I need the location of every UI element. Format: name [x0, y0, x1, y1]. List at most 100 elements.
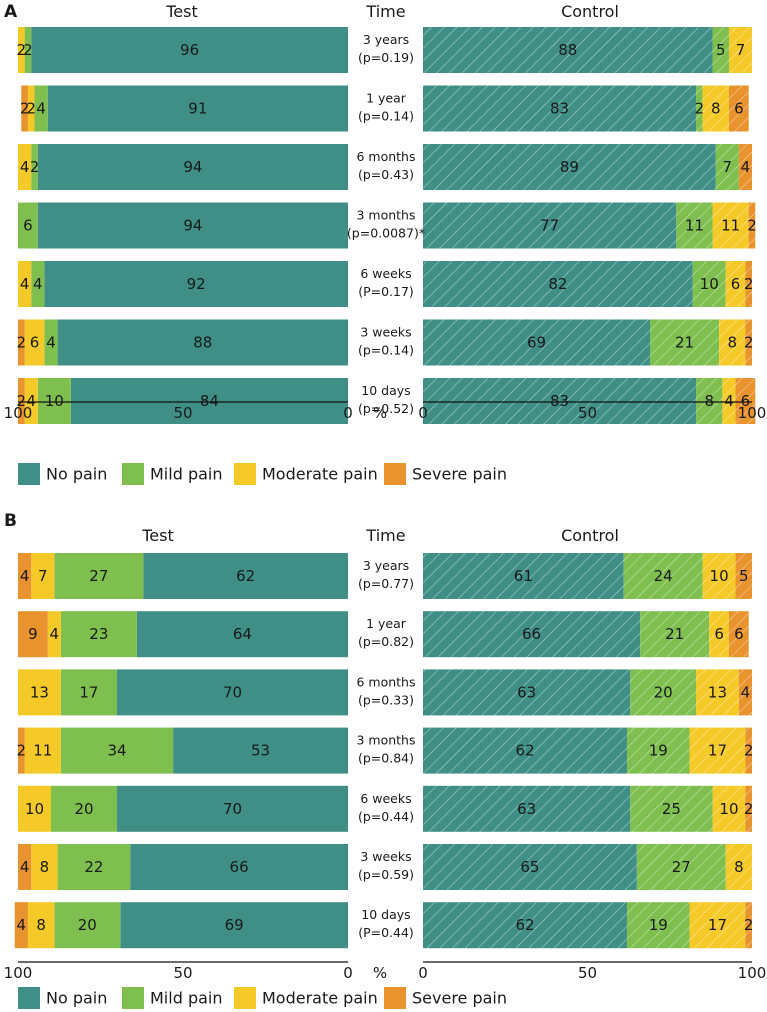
panel-b-control-hatch [745, 727, 752, 774]
panel-b-control-hatch [626, 727, 690, 774]
panel-b-test-bar-moderate-pain [31, 844, 58, 890]
panel-b-control-hatch [745, 785, 752, 832]
panel-b-test-bar-mild-pain [51, 785, 117, 832]
panel-a-letter: A [4, 2, 18, 22]
panel-b-control-value-label: 62 [515, 916, 534, 934]
panel-a-test-bar-severe-pain [18, 378, 25, 424]
panel-b-test-bar-moderate-pain [24, 727, 61, 774]
panel-a-control-hatch [650, 319, 720, 366]
panel-a-control-value-label: 6 [731, 275, 741, 293]
panel-a-legend-label: Mild pain [150, 465, 222, 484]
panel-b-time-label: 1 year [366, 616, 407, 631]
panel-b-test-bar-mild-pain [60, 611, 137, 658]
panel-a-control-hatch [423, 85, 697, 132]
panel-a-control-value-label: 8 [704, 392, 714, 410]
panel-b-test-value-label: 27 [89, 567, 108, 585]
panel-b-test-value-label: 23 [89, 625, 108, 643]
panel-b-legend-label: Severe pain [412, 989, 507, 1008]
panel-a-time-label: 6 weeks [360, 266, 411, 281]
panel-a-test-bar-no-pain [44, 261, 349, 307]
panel-b-test-bar-mild-pain [60, 669, 117, 716]
panel-b-legend-label: No pain [46, 989, 107, 1008]
panel-b-control-value-label: 6 [734, 625, 744, 643]
panel-a-control-hatch [712, 202, 749, 249]
panel-a-control-hatch [702, 85, 729, 132]
panel-b-test-value-label: 13 [30, 683, 49, 701]
panel-a-test-value-label: 6 [23, 217, 33, 235]
panel-a-p-value: (p=0.52) [358, 401, 414, 416]
panel-a-test-bar-moderate-pain [27, 85, 35, 132]
panel-a-control-value-label: 2 [744, 275, 754, 293]
panel-a-test-bar-no-pain [37, 144, 349, 190]
panel-b-test-bar-mild-pain [60, 727, 174, 774]
panel-b-test-bar-mild-pain [54, 553, 144, 599]
panel-b-test-value-label: 4 [17, 916, 27, 934]
panel-a-test-bar-mild-pain [18, 202, 38, 249]
panel-a-control-tick-label: 0 [418, 404, 428, 422]
panel-b-test-value-label: 2 [17, 742, 27, 760]
panel-a-test-value-label: 2 [23, 41, 33, 59]
panel-a-test-value-label: 4 [26, 392, 36, 410]
panel-a-control-value-label: 6 [734, 100, 744, 118]
panel-a-control-hatch [745, 319, 752, 366]
panel-b-control-hatch [725, 844, 752, 890]
panel-b-legend-swatch-no-pain [18, 987, 40, 1009]
panel-a-control-tick-label: 50 [578, 404, 597, 422]
panel-a-time-label: 3 years [363, 32, 409, 47]
panel-b-test-value-label: 22 [84, 858, 103, 876]
panel-b-time-label: 10 days [361, 907, 410, 922]
panel-a-test-value-label: 2 [30, 158, 40, 176]
panel-a-test-bar-moderate-pain [18, 27, 25, 73]
panel-b-control-value-label: 19 [649, 916, 668, 934]
panel-b-p-value: (p=0.33) [358, 692, 414, 707]
panel-b-control-hatch [745, 902, 752, 949]
panel-a-test-bar-moderate-pain [18, 261, 32, 307]
panel-a-control-value-label: 69 [527, 334, 546, 352]
panel-b-control-hatch [738, 669, 752, 716]
panel-b-test-bar-moderate-pain [18, 785, 51, 832]
panel-a-legend-label: No pain [46, 465, 107, 484]
panel-b-control-value-label: 63 [517, 683, 536, 701]
panel-a-control-hatch [722, 378, 736, 424]
panel-a-test-title: Test [165, 2, 198, 21]
panel-b-control-hatch [626, 902, 690, 949]
panel-b-legend-label: Moderate pain [262, 989, 378, 1008]
panel-a-test-tick-label: 100 [4, 404, 33, 422]
panel-b-p-value: (P=0.44) [358, 925, 414, 940]
panel-b-control-value-label: 13 [708, 683, 727, 701]
panel-a-test-value-label: 2 [17, 392, 27, 410]
panel-b-p-value: (p=0.59) [358, 867, 414, 882]
panel-a-time-label: 3 weeks [360, 325, 411, 340]
panel-b-control-value-label: 65 [520, 858, 539, 876]
panel-a-row: 96 22 88 5 7 3 years (p=0.19) [17, 27, 752, 73]
panel-b-row: 69 20 84 62 19 17 2 10 days (P=0.44) [14, 902, 753, 949]
panel-b-control-hatch [630, 785, 713, 832]
panel-a-p-value: (p=0.14) [358, 343, 414, 358]
panel-b-control-hatch [640, 611, 710, 658]
panel-b-control-hatch [623, 553, 703, 599]
panel-a-test-bar-no-pain [47, 85, 348, 132]
panel-b-control-hatch [689, 727, 746, 774]
panel-b-test-bar-no-pain [173, 727, 348, 774]
panel-a-test-value-label: 2 [26, 100, 36, 118]
panel-b-control-tick-label: 50 [578, 964, 597, 982]
panel-b-control-tick-label: 0 [418, 964, 428, 982]
panel-a-control-hatch [696, 378, 723, 424]
panel-a-test-bar-mild-pain [31, 144, 38, 190]
panel-b-row: 62 27 74 61 24 10 5 3 years (p=0.77) [18, 553, 752, 599]
panel-a-time-label: 10 days [361, 383, 410, 398]
panel-b-test-title: Test [141, 526, 174, 545]
panel-b-control-hatch [636, 844, 726, 890]
panel-a-control-hatch [692, 261, 726, 307]
panel-a-time-label: 1 year [366, 91, 407, 106]
panel-b-p-value: (p=0.84) [358, 751, 414, 766]
panel-a-control-hatch [696, 85, 703, 132]
panel-a-control-value-label: 2 [695, 100, 705, 118]
panel-a-control-hatch [676, 202, 713, 249]
panel-b-test-value-label: 20 [74, 800, 93, 818]
panel-a-test-value-label: 94 [183, 158, 202, 176]
panel-a-test-value-label: 6 [30, 334, 40, 352]
panel-a-test-value-label: 91 [188, 100, 207, 118]
